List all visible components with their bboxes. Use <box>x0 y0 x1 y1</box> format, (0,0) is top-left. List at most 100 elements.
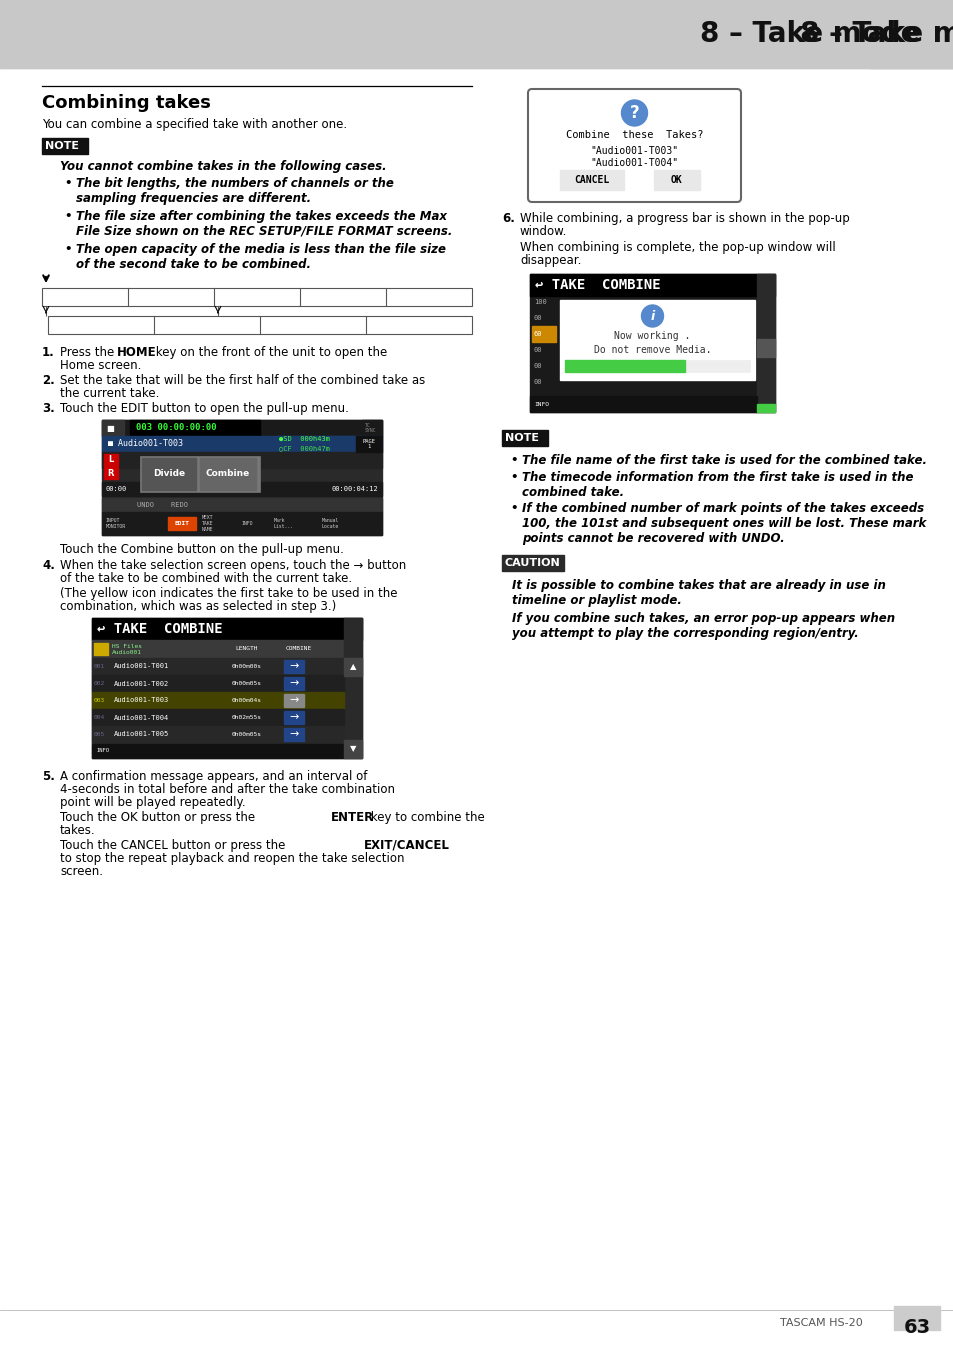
Text: 0h00m05s: 0h00m05s <box>232 732 262 737</box>
Text: When combining is complete, the pop-up window will: When combining is complete, the pop-up w… <box>519 242 835 254</box>
Bar <box>102 482 381 495</box>
Text: UNDO    REDO: UNDO REDO <box>137 502 188 508</box>
Text: If you combine such takes, an error pop-up appears when
you attempt to play the : If you combine such takes, an error pop-… <box>512 612 894 640</box>
Text: TASCAM HS-20: TASCAM HS-20 <box>780 1318 862 1328</box>
Bar <box>102 420 124 436</box>
Text: EXIT/CANCEL: EXIT/CANCEL <box>363 838 449 852</box>
Text: (The yellow icon indicates the first take to be used in the: (The yellow icon indicates the first tak… <box>60 587 397 599</box>
Text: 00: 00 <box>534 363 542 369</box>
Text: to stop the repeat playback and reopen the take selection: to stop the repeat playback and reopen t… <box>60 852 404 865</box>
Text: R: R <box>108 468 114 478</box>
Text: key to combine the: key to combine the <box>366 811 484 824</box>
Text: ■ Audio001-T003: ■ Audio001-T003 <box>108 440 183 448</box>
Bar <box>42 138 88 154</box>
Text: The file name of the first take is used for the combined take.: The file name of the first take is used … <box>521 454 926 467</box>
Text: The bit lengths, the numbers of channels or the
sampling frequencies are differe: The bit lengths, the numbers of channels… <box>76 177 394 205</box>
Text: i: i <box>650 309 654 323</box>
Text: 63: 63 <box>902 1318 929 1336</box>
Text: CAUTION: CAUTION <box>504 558 560 568</box>
Bar <box>102 452 381 468</box>
Bar <box>142 458 195 490</box>
Text: You can combine a specified take with another one.: You can combine a specified take with an… <box>42 117 347 131</box>
Text: ▲: ▲ <box>350 663 355 671</box>
Text: 0h00m05s: 0h00m05s <box>232 680 262 686</box>
Text: ▼: ▼ <box>350 744 355 753</box>
Bar <box>564 360 749 373</box>
Text: ■: ■ <box>106 424 113 432</box>
Text: →: → <box>289 713 298 722</box>
Bar <box>757 274 774 412</box>
Text: EDIT: EDIT <box>174 521 190 526</box>
Text: Audio001-T001: Audio001-T001 <box>113 663 169 670</box>
Text: •: • <box>64 211 71 223</box>
Text: 4.: 4. <box>42 559 55 572</box>
Bar <box>91 618 361 640</box>
Text: Audio001-T003: Audio001-T003 <box>113 698 169 703</box>
Text: ↩ TAKE  COMBINE: ↩ TAKE COMBINE <box>535 278 659 292</box>
Bar <box>344 618 361 757</box>
Text: Do not remove Media.: Do not remove Media. <box>593 346 711 355</box>
Text: key on the front of the unit to open the: key on the front of the unit to open the <box>152 346 387 359</box>
Text: COMBINE: COMBINE <box>286 647 312 652</box>
Text: Mark
List...: Mark List... <box>274 518 294 529</box>
Bar <box>168 517 195 531</box>
Text: 100: 100 <box>534 298 546 305</box>
Text: 00: 00 <box>534 347 542 352</box>
Bar <box>91 693 344 709</box>
Text: PAGE
1: PAGE 1 <box>362 439 375 450</box>
Text: •: • <box>510 471 517 485</box>
Text: L: L <box>109 455 113 464</box>
Bar <box>654 170 700 190</box>
Text: When the take selection screen opens, touch the → button: When the take selection screen opens, to… <box>60 559 406 572</box>
Bar <box>91 726 344 743</box>
Text: •: • <box>64 243 71 256</box>
Text: 1.: 1. <box>42 346 54 359</box>
Text: •: • <box>510 502 517 514</box>
Text: Combining takes: Combining takes <box>42 95 211 112</box>
Bar <box>104 467 118 479</box>
Text: NOTE: NOTE <box>45 140 79 151</box>
Bar <box>532 325 556 342</box>
Text: CANCEL: CANCEL <box>574 176 609 185</box>
Text: ↩ TAKE  COMBINE: ↩ TAKE COMBINE <box>97 622 222 636</box>
Bar <box>91 675 344 693</box>
Text: •: • <box>64 177 71 190</box>
Bar <box>893 1305 939 1330</box>
Text: ENTER: ENTER <box>331 811 374 824</box>
Bar <box>284 660 304 674</box>
Text: 002: 002 <box>94 680 105 686</box>
Bar <box>530 396 757 412</box>
Text: While combining, a progress bar is shown in the pop-up: While combining, a progress bar is shown… <box>519 212 849 225</box>
Text: 001: 001 <box>94 664 105 670</box>
Text: •: • <box>510 454 517 467</box>
Text: The open capacity of the media is less than the file size
of the second take to : The open capacity of the media is less t… <box>76 243 446 271</box>
Text: INPUT
MONITOR: INPUT MONITOR <box>106 518 126 529</box>
Text: HS Files: HS Files <box>112 644 142 648</box>
Text: Audio001-T004: Audio001-T004 <box>113 714 169 721</box>
Text: NEXT
TAKE
NAME: NEXT TAKE NAME <box>202 516 213 532</box>
Bar <box>559 300 754 379</box>
Text: It is possible to combine takes that are already in use in
timeline or playlist : It is possible to combine takes that are… <box>512 579 885 608</box>
Text: Combine: Combine <box>206 470 250 478</box>
Text: HOME: HOME <box>117 346 156 359</box>
Bar <box>355 436 381 452</box>
Bar <box>94 643 108 655</box>
Bar <box>140 456 260 491</box>
Bar <box>284 676 304 690</box>
Bar <box>869 0 953 68</box>
Bar <box>559 170 623 190</box>
Text: point will be played repeatedly.: point will be played repeatedly. <box>60 796 245 809</box>
Text: the current take.: the current take. <box>60 387 159 400</box>
Text: Audio001-T002: Audio001-T002 <box>113 680 169 687</box>
Text: Divide: Divide <box>152 470 185 478</box>
Text: 8 – Take mode: 8 – Take mode <box>800 20 953 49</box>
Text: The timecode information from the first take is used in the
combined take.: The timecode information from the first … <box>521 471 913 500</box>
Text: →: → <box>289 662 298 671</box>
Text: 00:00: 00:00 <box>106 486 127 491</box>
Text: Touch the Combine button on the pull-up menu.: Touch the Combine button on the pull-up … <box>60 543 343 556</box>
Text: TC
SYNC: TC SYNC <box>365 423 376 433</box>
Text: 3.: 3. <box>42 402 54 414</box>
Text: You cannot combine takes in the following cases.: You cannot combine takes in the followin… <box>60 161 386 173</box>
Text: OK: OK <box>670 176 682 185</box>
Text: screen.: screen. <box>60 865 103 878</box>
